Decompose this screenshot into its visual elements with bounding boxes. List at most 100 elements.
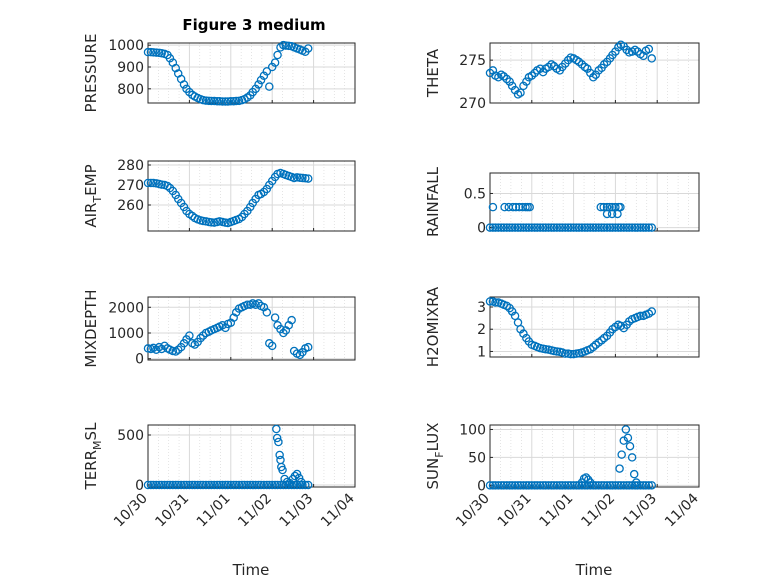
data-point [616,481,626,490]
x-tick-label: 10/31 [495,491,535,531]
data-point [566,223,575,232]
data-point [231,96,241,106]
data-point [231,480,241,490]
x-axis-label-left: Time [232,561,270,579]
axes-box [147,160,356,232]
data-point [163,480,172,490]
data-point [619,481,629,490]
data-point [273,50,282,60]
data-point [265,480,274,490]
x-tick-label: 11/01 [194,491,234,531]
data-point [544,223,553,232]
x-tick-label: 10/30 [453,491,493,531]
data-point [237,480,247,490]
data-point [491,223,500,232]
y-tick-label: 1000 [108,38,144,54]
y-tick-label: 0 [135,478,144,494]
y-tick-label: 900 [117,60,144,76]
data-point [552,481,562,490]
data-point [524,223,534,232]
axes-box [489,424,700,488]
data-point [207,96,216,106]
data-point [513,223,523,232]
data-point [639,481,648,490]
data-point [597,223,606,232]
data-point [215,480,224,490]
data-point [508,202,518,212]
data-point [644,223,654,232]
data-point [240,480,249,490]
data-point [513,481,523,490]
data-point [581,473,591,482]
data-point [294,473,304,483]
data-point [276,455,285,465]
data-point [279,328,288,338]
data-point [262,480,272,490]
data-point [173,480,183,490]
y-tick-label: 50 [468,450,486,466]
data-point [491,298,500,307]
data-point [243,480,252,490]
data-point [586,223,595,232]
y-axis-label: MIXDEPTH [82,289,100,367]
data-point [639,51,648,61]
data-point [502,223,511,232]
data-point [301,173,310,183]
data-point [146,178,156,188]
data-point [530,481,539,490]
data-point [270,313,280,322]
data-point [262,67,272,76]
axes-box [147,424,356,488]
data-point [613,209,622,219]
subplot-mixdepth: 0 1000 2000 MIXDEPTH [82,289,356,368]
data-point [624,223,634,232]
data-point [615,464,624,473]
y-tick-label: 280 [117,158,144,174]
data-point [633,223,642,232]
data-point [507,481,517,490]
data-point [229,480,238,490]
data-point [196,333,205,343]
data-point [552,347,562,356]
data-point [226,97,236,106]
data-point [510,223,520,232]
data-point [624,481,634,490]
data-point [527,481,537,490]
x-axis-label-right: Time [575,561,613,579]
data-point [602,209,612,219]
data-point [275,450,284,460]
data-point [502,481,511,490]
data-point [143,480,153,490]
data-point [522,223,531,232]
data-point [588,223,598,232]
data-point [188,480,197,490]
data-point [563,223,573,232]
x-tick-label: 11/04 [662,490,702,530]
data-point [272,424,281,434]
data-point [577,223,587,232]
data-point [149,48,158,57]
data-point [160,480,169,490]
data-point [171,63,180,73]
data-point [608,481,617,490]
data-point [176,480,186,490]
data-point [488,223,498,232]
data-point [636,481,645,490]
data-point [596,202,606,212]
data-point [226,480,236,490]
data-point [190,480,200,490]
data-point [594,481,603,490]
data-point [625,441,635,451]
data-point [644,481,654,490]
data-point [248,480,257,490]
data-point [259,480,269,490]
data-point [251,480,260,490]
data-point [201,96,211,105]
subplot-air_temp: 260 270 280 AIRTEMP [82,158,356,232]
x-tick-label: 11/03 [620,491,660,531]
data-point [201,480,211,490]
data-point [485,223,495,232]
data-point [611,223,620,232]
data-point [541,344,550,354]
